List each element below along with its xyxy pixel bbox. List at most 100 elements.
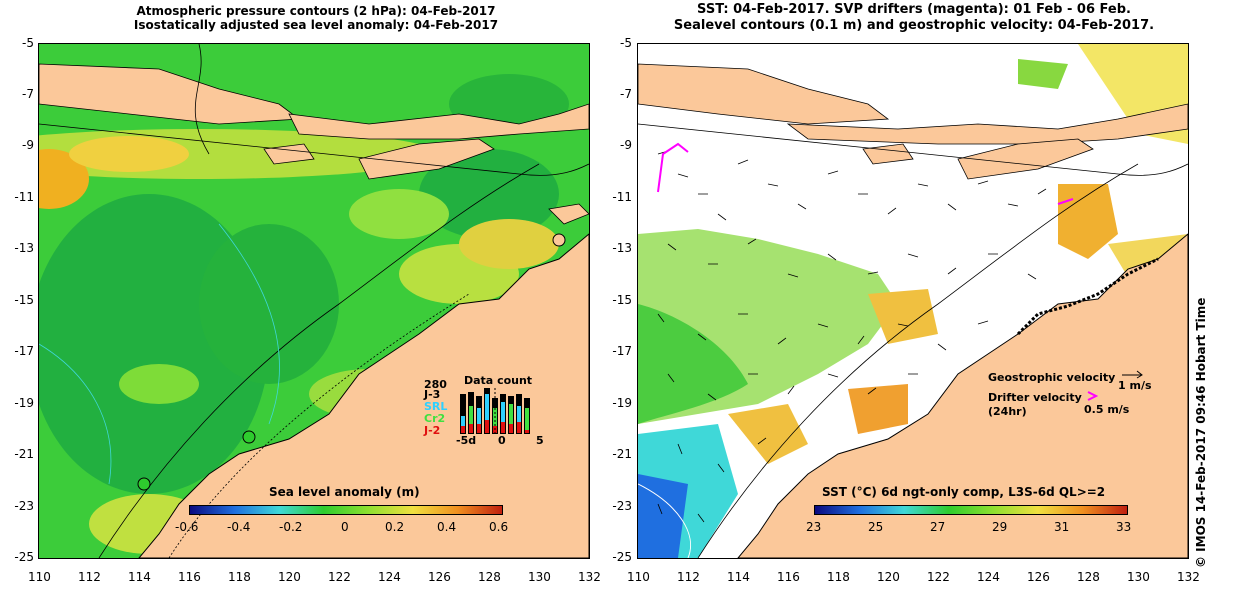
right-title: SST: 04-Feb-2017. SVP drifters (magenta)… bbox=[640, 2, 1188, 34]
sea-level-map[interactable]: Data count 280 J-3 SRL Cr2 J-2 -5d 0 5 S… bbox=[38, 43, 590, 559]
x-tick: 120 bbox=[877, 570, 900, 584]
sla-tick: 0.4 bbox=[437, 520, 457, 534]
y-tick: -11 bbox=[612, 190, 632, 204]
y-tick: -13 bbox=[612, 241, 632, 255]
left-y-axis: -5 -7 -9 -11 -13 -15 -17 -19 -21 -23 -25 bbox=[0, 36, 36, 566]
data-count-max: 280 bbox=[424, 378, 447, 391]
sla-tick: -0.2 bbox=[279, 520, 303, 534]
y-tick: -19 bbox=[14, 396, 34, 410]
y-tick: -25 bbox=[14, 550, 34, 564]
geo-velocity-arrow-icon bbox=[1122, 370, 1143, 379]
y-tick: -25 bbox=[612, 550, 632, 564]
sst-map[interactable]: Geostrophic velocity 1 m/s Drifter veloc… bbox=[637, 43, 1189, 559]
y-tick: -13 bbox=[14, 241, 34, 255]
sst-tick: 31 bbox=[1054, 520, 1070, 534]
y-tick: -21 bbox=[14, 447, 34, 461]
velocity-arrows bbox=[657, 150, 1047, 523]
x-tick: 120 bbox=[278, 570, 301, 584]
x-tick: 118 bbox=[228, 570, 251, 584]
series-j3-label: J-3 bbox=[424, 388, 441, 401]
left-title-line2: Isostatically adjusted sea level anomaly… bbox=[133, 18, 499, 32]
y-tick: -17 bbox=[612, 344, 632, 358]
x-tick: 128 bbox=[478, 570, 501, 584]
x-tick: 122 bbox=[328, 570, 351, 584]
x-tick: 114 bbox=[128, 570, 151, 584]
x-tick: 124 bbox=[378, 570, 401, 584]
x-tick: 132 bbox=[1177, 570, 1200, 584]
x-tick: 126 bbox=[1027, 570, 1050, 584]
y-tick: -21 bbox=[612, 447, 632, 461]
sst-tick: 33 bbox=[1116, 520, 1132, 534]
x-tick: 124 bbox=[977, 570, 1000, 584]
sla-tick: 0 bbox=[341, 520, 349, 534]
sla-tick: -0.6 bbox=[175, 520, 199, 534]
y-tick: -7 bbox=[620, 87, 632, 101]
x-tick: 112 bbox=[78, 570, 101, 584]
x-tick: 132 bbox=[578, 570, 601, 584]
left-x-axis: 110 112 114 116 118 120 122 124 126 128 … bbox=[28, 570, 608, 586]
data-count-tick-start: -5d bbox=[456, 434, 477, 447]
sla-tick: -0.4 bbox=[227, 520, 251, 534]
x-tick: 110 bbox=[627, 570, 650, 584]
data-count-bars bbox=[460, 388, 530, 434]
sea-level-colorbar bbox=[189, 505, 503, 515]
x-tick: 112 bbox=[677, 570, 700, 584]
y-tick: -23 bbox=[14, 499, 34, 513]
drifter-velocity-label: Drifter velocity bbox=[988, 391, 1082, 404]
data-count-inset: Data count 280 J-3 SRL Cr2 J-2 -5d 0 5 bbox=[424, 374, 556, 447]
y-tick: -15 bbox=[612, 293, 632, 307]
sst-tick: 25 bbox=[868, 520, 884, 534]
sla-tick: 0.2 bbox=[385, 520, 405, 534]
series-j2-label: J-2 bbox=[424, 424, 441, 437]
sst-colorbar-ticks: 23 25 27 29 31 33 bbox=[806, 520, 1136, 536]
y-tick: -5 bbox=[22, 36, 34, 50]
data-count-tick-end: 5 bbox=[536, 434, 544, 447]
sla-tick: 0.6 bbox=[489, 520, 509, 534]
imos-credit: © IMOS 14-Feb-2017 09:46 Hobart Time bbox=[1194, 297, 1208, 568]
sea-level-map-graphic bbox=[39, 44, 589, 558]
y-tick: -15 bbox=[14, 293, 34, 307]
x-tick: 118 bbox=[827, 570, 850, 584]
sst-colorbar-title: SST (°C) 6d ngt-only comp, L3S-6d QL>=2 bbox=[822, 485, 1106, 499]
series-cr2-label: Cr2 bbox=[424, 412, 446, 425]
right-title-line1: SST: 04-Feb-2017. SVP drifters (magenta)… bbox=[697, 2, 1131, 17]
right-x-axis: 110 112 114 116 118 120 122 124 126 128 … bbox=[627, 570, 1207, 586]
y-tick: -17 bbox=[14, 344, 34, 358]
geo-velocity-label: Geostrophic velocity bbox=[988, 371, 1116, 384]
sst-tick: 23 bbox=[806, 520, 822, 534]
left-title-line1: Atmospheric pressure contours (2 hPa): 0… bbox=[136, 4, 496, 18]
y-tick: -5 bbox=[620, 36, 632, 50]
right-title-line2: Sealevel contours (0.1 m) and geostrophi… bbox=[673, 18, 1155, 33]
y-tick: -23 bbox=[612, 499, 632, 513]
series-srl-label: SRL bbox=[424, 400, 448, 413]
sea-level-colorbar-title: Sea level anomaly (m) bbox=[269, 485, 420, 499]
x-tick: 116 bbox=[777, 570, 800, 584]
x-tick: 110 bbox=[28, 570, 51, 584]
sst-colorbar bbox=[814, 505, 1128, 515]
data-count-title: Data count bbox=[464, 374, 533, 387]
y-tick: -7 bbox=[22, 87, 34, 101]
y-tick: -9 bbox=[22, 138, 34, 152]
sst-tick: 27 bbox=[930, 520, 946, 534]
x-tick: 130 bbox=[528, 570, 551, 584]
geo-velocity-value: 1 m/s bbox=[1118, 379, 1152, 392]
x-tick: 128 bbox=[1077, 570, 1100, 584]
bar-stack bbox=[460, 388, 530, 434]
x-tick: 126 bbox=[428, 570, 451, 584]
x-tick: 130 bbox=[1127, 570, 1150, 584]
y-tick: -19 bbox=[612, 396, 632, 410]
drifter-velocity-value: 0.5 m/s bbox=[1084, 403, 1130, 416]
sea-level-colorbar-ticks: -0.6 -0.4 -0.2 0 0.2 0.4 0.6 bbox=[175, 520, 511, 536]
sst-map-graphic bbox=[638, 44, 1188, 558]
drifter-velocity-arrow-icon bbox=[1087, 391, 1098, 401]
sst-tick: 29 bbox=[992, 520, 1008, 534]
y-tick: -9 bbox=[620, 138, 632, 152]
left-title: Atmospheric pressure contours (2 hPa): 0… bbox=[40, 4, 592, 32]
x-tick: 114 bbox=[727, 570, 750, 584]
drifter-velocity-sub: (24hr) bbox=[988, 405, 1027, 418]
right-y-axis: -5 -7 -9 -11 -13 -15 -17 -19 -21 -23 -25 bbox=[600, 36, 634, 566]
x-tick: 122 bbox=[927, 570, 950, 584]
y-tick: -11 bbox=[14, 190, 34, 204]
x-tick: 116 bbox=[178, 570, 201, 584]
data-count-tick-zero: 0 bbox=[498, 434, 506, 447]
